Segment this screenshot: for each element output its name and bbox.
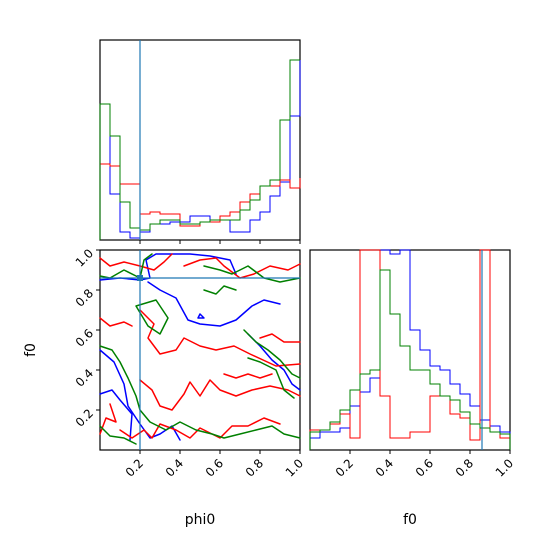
y-axis-label-f0: f0 (23, 343, 39, 357)
contour-blue-0 (99, 253, 237, 281)
hist-f0-series-green (309, 269, 511, 450)
contour-blue-5 (197, 313, 205, 319)
contour-red-2 (139, 309, 301, 367)
contour-green-7 (203, 285, 237, 295)
contour-green-2 (135, 299, 169, 335)
hist-f0-panel: 0.2 0.4 0.6 0.8 1.0 (309, 249, 516, 480)
contour-green-6 (99, 425, 137, 445)
contour-red-8 (99, 317, 133, 327)
contour-x-tick-label-3: 0.8 (243, 456, 266, 479)
contour-green-3 (99, 345, 301, 439)
hist-f0-x-tick-label-2: 0.6 (413, 456, 436, 479)
hist-f0-x-tick-label-4: 1.0 (493, 456, 516, 479)
contour-blue-1 (147, 281, 281, 327)
hist-phi0-series-blue (99, 60, 301, 240)
contour-x-tick-label-0: 0.2 (123, 456, 146, 479)
contour-series-group (99, 253, 301, 445)
contour-red-3 (139, 379, 301, 411)
contour-red-7 (259, 333, 301, 343)
x-axis-label-phi0: phi0 (185, 512, 216, 528)
x-axis-label-f0: f0 (403, 512, 417, 528)
hist-f0-x-tick-label-0: 0.2 (333, 456, 356, 479)
contour-y-tick-label-1: 0.4 (73, 366, 96, 389)
contour-green-1 (203, 265, 301, 283)
hist-phi0-panel (99, 39, 301, 244)
contour-y-tick-label-3: 0.8 (73, 286, 96, 309)
hist-phi0-frame (99, 39, 301, 241)
hist-phi0-series-group (99, 59, 301, 240)
truth-marker (137, 275, 143, 281)
hist-phi0-ticks (139, 240, 301, 244)
contour-red-4 (119, 417, 281, 439)
hist-f0-ticks: 0.2 0.4 0.6 0.8 1.0 (333, 450, 516, 480)
contour-red-5 (99, 403, 117, 435)
contour-y-tick-label-2: 0.6 (73, 326, 96, 349)
hist-f0-x-tick-label-3: 0.8 (453, 456, 476, 479)
contour-blue-4 (99, 389, 133, 441)
contour-green-5 (247, 357, 295, 399)
contour-red-6 (223, 373, 273, 379)
contour-x-tick-label-1: 0.4 (163, 456, 186, 479)
contour-green-4 (243, 329, 301, 379)
hist-f0-series-group (309, 249, 511, 450)
contour-y-tick-label-4: 1.0 (73, 246, 96, 269)
contour-x-tick-label-2: 0.6 (203, 456, 226, 479)
hist-phi0-series-green (99, 59, 300, 240)
contour-y-tick-label-0: 0.2 (73, 406, 96, 429)
contour-panel: 0.2 0.4 0.6 0.8 1.0 0.2 0.4 0.6 0.8 1.0 (73, 246, 306, 479)
contour-x-tick-label-4: 1.0 (283, 456, 306, 479)
hist-f0-x-tick-label-1: 0.4 (373, 456, 396, 479)
